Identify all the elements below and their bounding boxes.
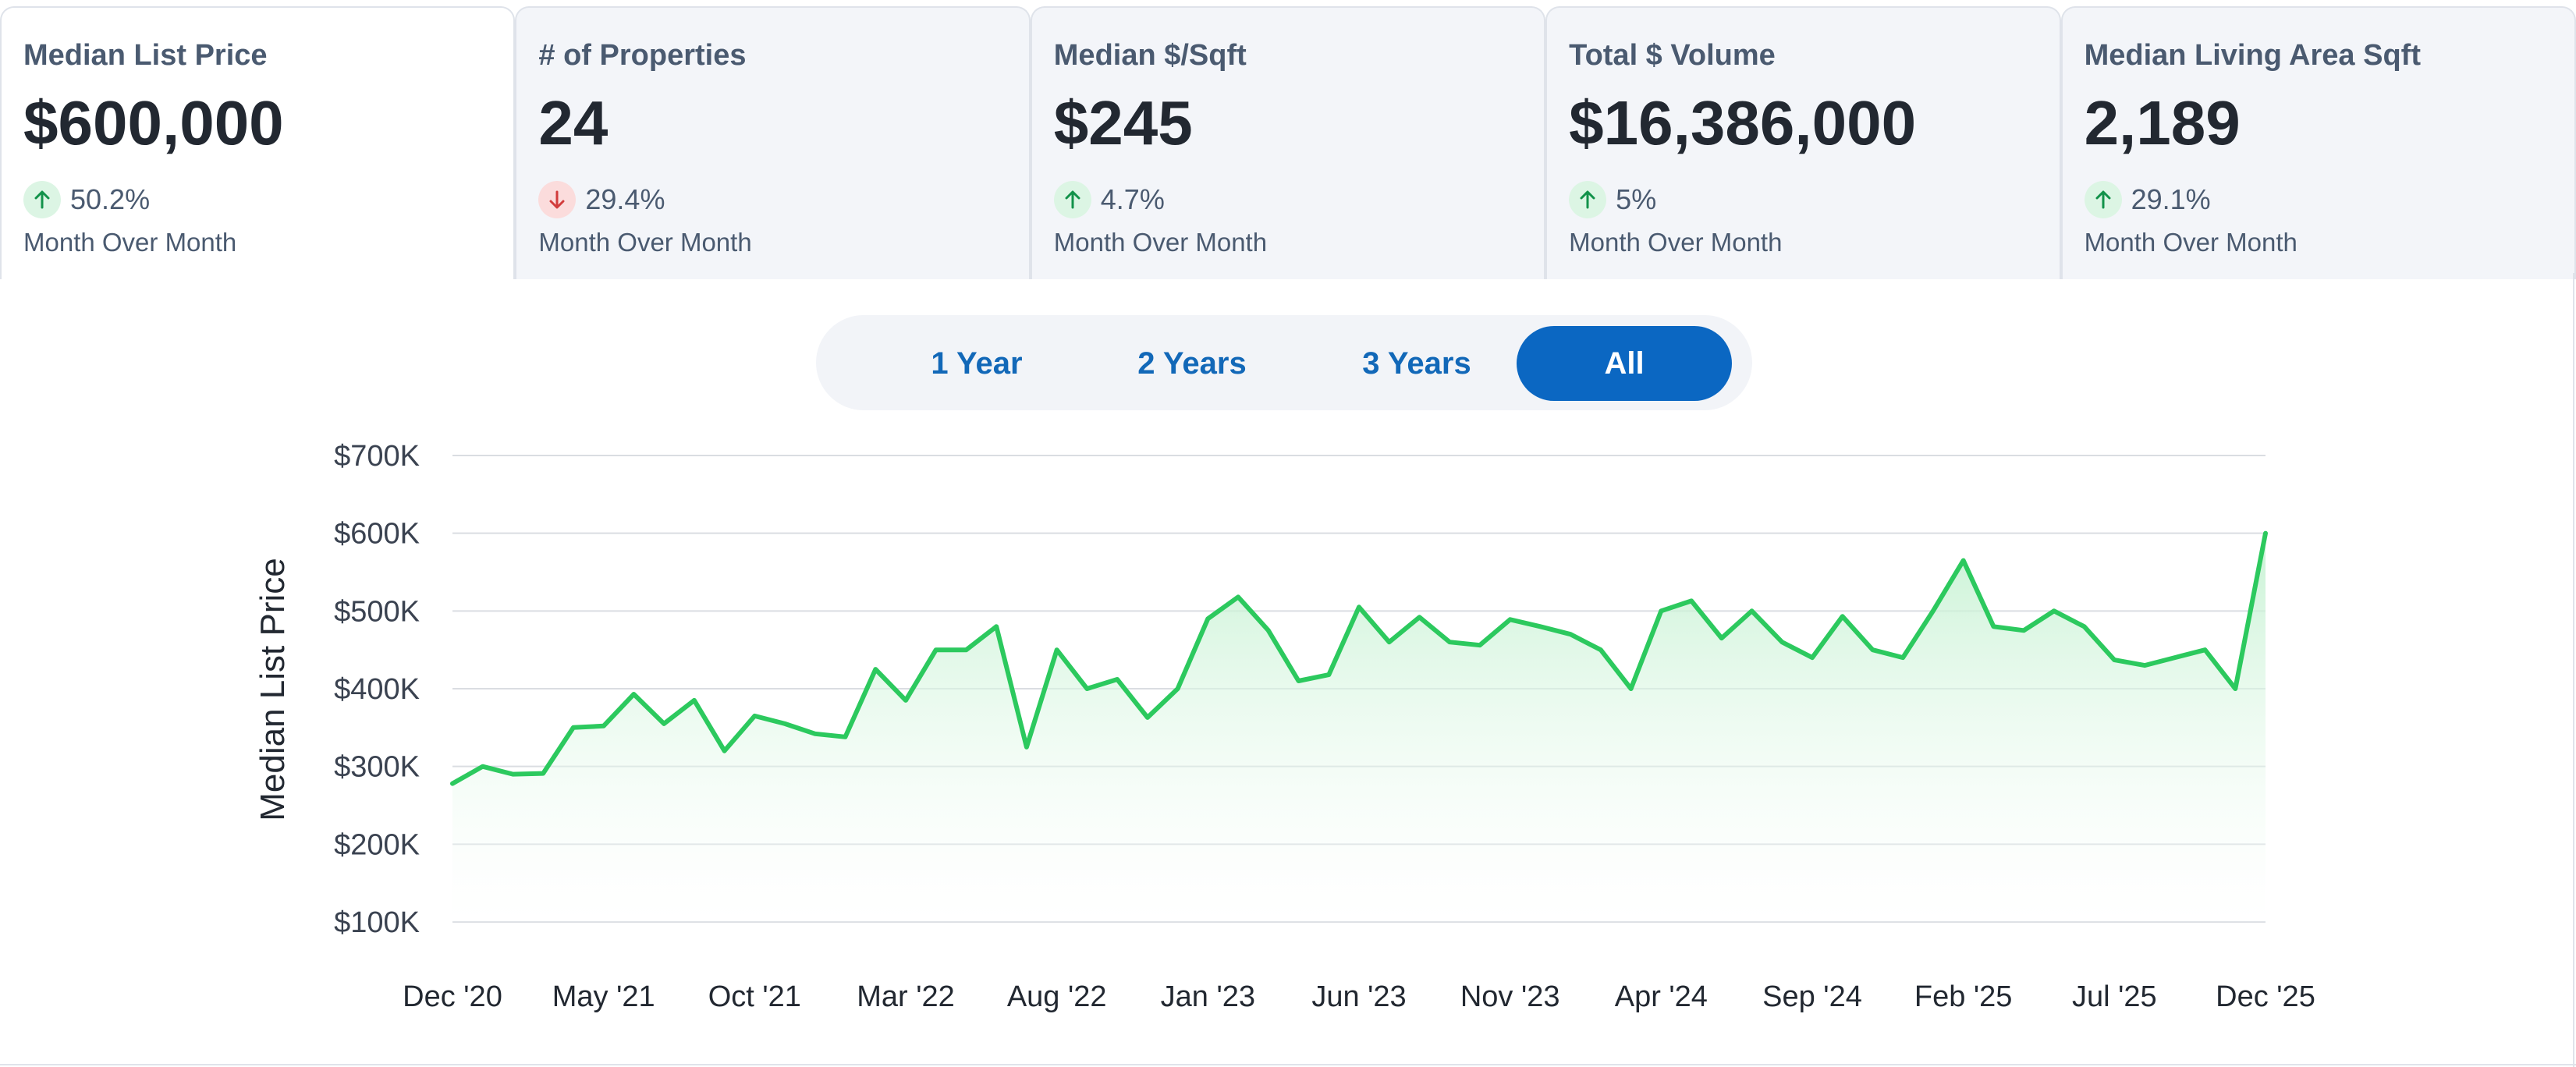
arrow-up-icon	[23, 181, 61, 218]
x-tick-label: Feb '25	[1914, 980, 2013, 1013]
y-tick-label: $100K	[334, 906, 420, 939]
metric-period: Month Over Month	[1569, 228, 1783, 257]
price-line-series	[450, 530, 2268, 786]
metric-label: Median Living Area Sqft	[2084, 39, 2421, 72]
y-tick-label: $700K	[334, 440, 420, 473]
metric-card[interactable]: Median List Price $600,000 50.2% Month Over…	[0, 6, 516, 279]
metric-change-percent: 4.7%	[1100, 183, 1165, 215]
panel-border-bottom	[0, 1064, 2576, 1065]
x-tick-label: May '21	[552, 980, 655, 1013]
range-option-button[interactable]: 3 Years	[1362, 346, 1471, 381]
metric-label: # of Properties	[538, 39, 747, 72]
x-tick-label: Jan '23	[1161, 980, 1255, 1013]
arrow-up-icon	[1053, 181, 1091, 218]
metric-change: 29.1%	[2084, 181, 2211, 218]
chart-area: $700K $600K $500K $400K $300K $200K $100K Dec …	[0, 421, 2576, 1045]
arrow-down-icon	[538, 181, 577, 218]
x-tick-label: Dec '25	[2216, 980, 2315, 1013]
metric-value: 2,189	[2084, 88, 2241, 158]
metric-value: $16,386,000	[1569, 88, 1917, 158]
metric-card[interactable]: Median Living Area Sqft 2,189 29.1% Month O…	[2060, 6, 2576, 279]
metric-change-percent: 50.2%	[70, 183, 151, 215]
y-tick-label: $200K	[334, 828, 420, 861]
range-option-button[interactable]: 2 Years	[1137, 346, 1247, 381]
metric-change: 29.4%	[538, 181, 665, 218]
metric-card[interactable]: Total $ Volume $16,386,000 5% Month Over Mo…	[1545, 6, 2061, 279]
metric-period: Month Over Month	[538, 228, 752, 257]
metric-change: 5%	[1569, 181, 1656, 218]
metric-card[interactable]: # of Properties 24 29.4% Month Over Month	[515, 6, 1031, 279]
metric-cards: Median List Price $600,000 50.2% Month Over…	[0, 6, 2576, 279]
metric-period: Month Over Month	[1053, 228, 1268, 257]
metric-change-percent: 29.4%	[585, 183, 665, 215]
time-range-toggle: 1 Year 2 Years 3 Years All	[816, 315, 1752, 410]
y-tick-label: $400K	[334, 673, 420, 706]
metric-change: 4.7%	[1053, 181, 1165, 218]
y-tick-label: $300K	[334, 751, 420, 784]
range-option-button[interactable]: 1 Year	[931, 346, 1023, 381]
median-list-price-chart: $700K $600K $500K $400K $300K $200K $100K Dec …	[254, 440, 2315, 1013]
price-area-fill	[452, 533, 2266, 922]
x-tick-label: Mar '22	[857, 980, 955, 1013]
metric-card[interactable]: Median $/Sqft $245 4.7% Month Over Month	[1030, 6, 1546, 279]
metric-value: $600,000	[23, 88, 284, 158]
metric-label: Median List Price	[23, 39, 268, 72]
x-tick-label: Sep '24	[1762, 980, 1862, 1013]
x-tick-label: Dec '20	[403, 980, 502, 1013]
x-tick-label: Oct '21	[708, 980, 801, 1013]
panel-border-right	[2573, 273, 2574, 1067]
range-option-button[interactable]: All	[1517, 326, 1732, 401]
metric-period: Month Over Month	[23, 228, 237, 257]
x-tick-label: Aug '22	[1007, 980, 1107, 1013]
x-tick-label: Apr '24	[1615, 980, 1708, 1013]
metric-label: Total $ Volume	[1569, 39, 1776, 72]
metric-change-percent: 29.1%	[2131, 183, 2211, 215]
y-tick-label: $600K	[334, 518, 420, 551]
metric-change-percent: 5%	[1616, 183, 1657, 215]
arrow-up-icon	[1569, 181, 1607, 218]
metric-value: $245	[1053, 88, 1193, 158]
y-axis-label: Median List Price	[254, 558, 292, 821]
x-tick-label: Jul '25	[2072, 980, 2157, 1013]
metric-period: Month Over Month	[2084, 228, 2297, 257]
metric-change: 50.2%	[23, 181, 150, 218]
y-tick-label: $500K	[334, 595, 420, 628]
x-tick-label: Jun '23	[1311, 980, 1406, 1013]
arrow-up-icon	[2084, 181, 2122, 218]
metric-label: Median $/Sqft	[1053, 39, 1247, 72]
x-tick-label: Nov '23	[1460, 980, 1560, 1013]
metric-value: 24	[538, 88, 609, 158]
